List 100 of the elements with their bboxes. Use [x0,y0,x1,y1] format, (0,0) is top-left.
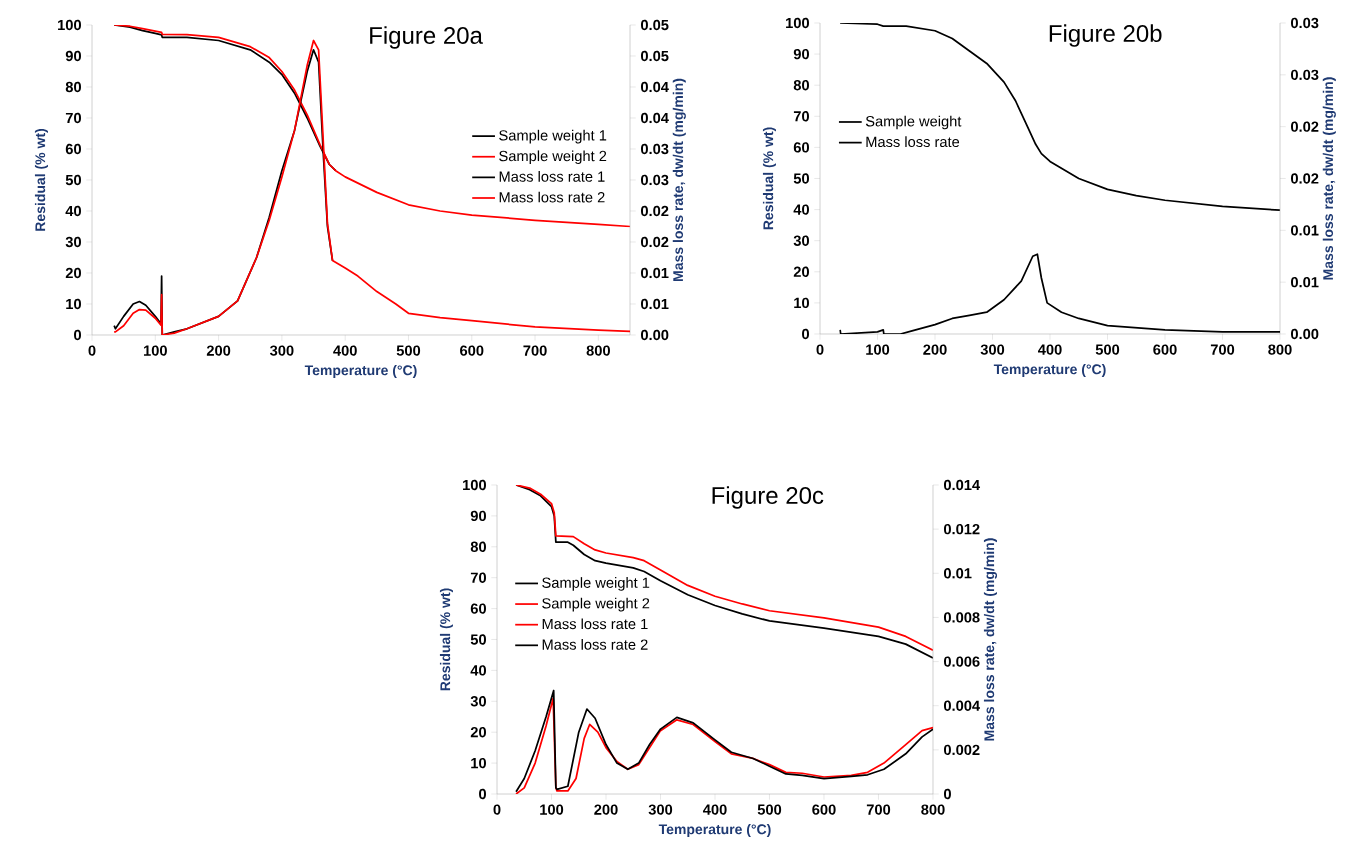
y2-tick-label: 0.014 [943,479,981,491]
y2-tick-label: 0.00 [640,329,669,341]
legend-label: Mass loss rate 1 [542,618,648,630]
x-axis-title: Temperature (°C) [993,363,1106,378]
y-axis-title: Residual (% wt) [34,128,48,231]
y2-tick-label: 0.02 [640,205,669,217]
y-tick-label: 90 [793,48,809,60]
legend-label: Sample weight 2 [499,150,607,165]
y2-tick-label: 0.012 [943,523,980,535]
y-tick-label: 20 [470,727,486,738]
x-tick-label: 100 [540,804,564,815]
legend-label: Mass loss rate 2 [542,639,648,650]
y2-tick-label: 0.04 [640,81,669,93]
x-tick-label: 700 [866,804,891,815]
y-tick-label: 0 [479,788,486,800]
x-tick-label: 300 [269,345,294,356]
y2-tick-label: 0.01 [1290,225,1319,236]
y-tick-label: 40 [470,665,486,676]
x-tick-label: 0 [88,345,96,356]
x-tick-label: 600 [460,345,484,356]
y-tick-label: 70 [470,572,486,583]
y-tick-label: 40 [793,204,809,215]
y-tick-label: 70 [793,111,809,122]
y-tick-label: 100 [786,17,809,29]
y2-tick-label: 0.04 [640,112,669,124]
y-tick-label: 100 [463,479,486,491]
y2-tick-label: 0.03 [1290,69,1319,81]
y2-tick-label: 0.02 [640,236,669,248]
x-tick-label: 400 [703,804,727,815]
x-tick-label: 300 [980,344,1005,355]
x-axis-title: Temperature (°C) [658,823,771,838]
y2-tick-label: 0.02 [1290,173,1319,184]
y-tick-label: 10 [794,297,809,309]
y2-tick-label: 0.03 [640,143,669,155]
x-axis-title: Temperature (°C) [304,364,417,379]
y-tick-label: 50 [793,173,809,184]
x-tick-label: 200 [923,344,947,355]
y-tick-label: 10 [66,298,81,310]
x-tick-label: 800 [1268,344,1292,355]
y-tick-label: 30 [793,235,809,246]
x-tick-label: 500 [396,345,421,356]
x-tick-label: 700 [1210,344,1235,355]
x-tick-label: 100 [866,344,890,355]
legend-label: Sample weight 1 [542,577,650,591]
y2-tick-label: 0.004 [943,700,981,711]
y-tick-label: 80 [793,80,809,91]
x-tick-label: 200 [594,804,618,815]
x-tick-label: 0 [493,804,501,815]
y-tick-label: 60 [65,143,81,155]
y-tick-label: 30 [470,696,486,707]
x-tick-label: 500 [1095,344,1120,355]
chart-title: Figure 20c [712,486,824,509]
x-tick-label: 100 [143,345,167,356]
y-tick-label: 90 [65,50,81,62]
y-tick-label: 80 [470,541,486,552]
y2-axis-title: Mass loss rate, dw/dt (mg/min) [1322,77,1336,280]
y2-tick-label: 0.006 [943,656,980,667]
y2-tick-label: 0 [943,788,951,800]
y-tick-label: 30 [65,236,81,248]
y2-axis-title: Mass loss rate, dw/dt (mg/min) [672,78,686,281]
y2-axis-title: Mass loss rate, dw/dt (mg/min) [983,538,998,741]
y2-tick-label: 0.02 [1290,121,1319,132]
legend-label: Sample weight 1 [499,129,607,144]
y-tick-label: 0 [74,329,81,341]
line-series [839,22,1281,212]
y-tick-label: 50 [470,634,486,645]
legend-label: Mass loss rate [866,136,960,148]
y-tick-label: 90 [470,510,486,522]
y-axis-title: Residual (% wt) [439,588,453,691]
x-tick-label: 500 [757,804,782,815]
y2-tick-label: 0.01 [640,298,669,310]
chart-title: Figure 20a [370,26,483,49]
y-tick-label: 40 [65,205,81,217]
legend-label: Mass loss rate 1 [499,171,605,182]
legend-label: Mass loss rate 2 [499,191,605,203]
x-tick-label: 0 [816,344,824,355]
y-tick-label: 60 [470,603,486,614]
chart-title: Figure 20b [1049,24,1162,47]
y2-tick-label: 0.03 [640,174,669,186]
y2-tick-label: 0.002 [943,744,980,756]
x-tick-label: 600 [1153,344,1177,355]
y-tick-label: 20 [793,266,809,277]
y2-tick-label: 0.01 [640,267,669,279]
x-tick-label: 600 [812,804,836,815]
y2-tick-label: 0.008 [943,612,980,623]
legend-label: Sample weight [865,115,962,130]
y-tick-label: 10 [471,757,486,769]
x-tick-label: 800 [586,345,610,356]
y2-tick-label: 0.05 [640,50,669,62]
legend-label: Sample weight 2 [542,597,650,612]
y-tick-label: 0 [802,328,809,340]
y-tick-label: 60 [793,142,809,153]
line-series [839,253,1281,334]
y2-tick-label: 0.00 [1290,328,1319,340]
y-tick-label: 100 [58,19,81,31]
y-axis-title: Residual (% wt) [762,127,776,230]
x-tick-label: 400 [333,345,357,356]
y-tick-label: 50 [65,174,81,186]
x-tick-label: 800 [921,804,945,815]
x-tick-label: 700 [523,345,547,356]
